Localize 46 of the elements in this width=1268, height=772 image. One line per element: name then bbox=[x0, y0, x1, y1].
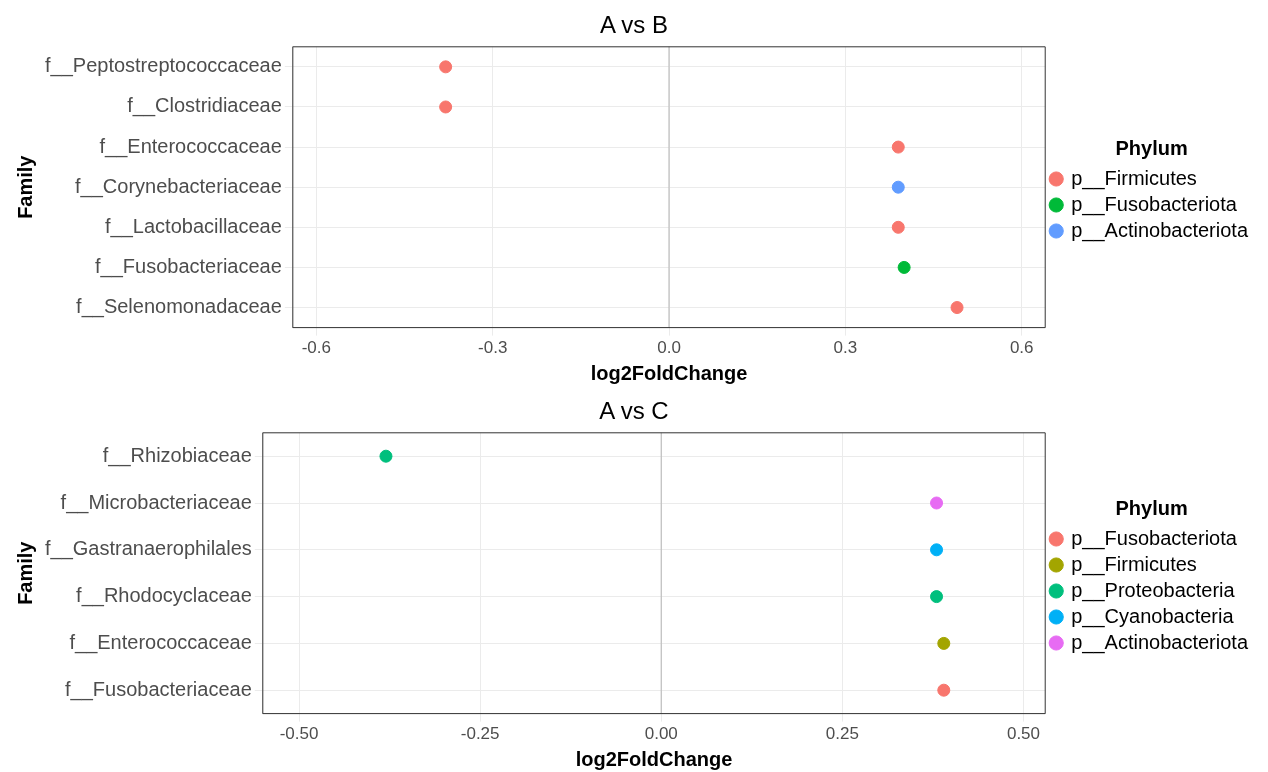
x-tick-label: 0.6 bbox=[1009, 338, 1034, 358]
y-tick-label: f__Fusobacteriaceae bbox=[65, 677, 252, 701]
y-tick-label: f__Gastranaerophilales bbox=[45, 537, 252, 561]
point bbox=[439, 100, 453, 114]
x-tick-label: -0.3 bbox=[478, 338, 508, 358]
x-tick-label: 0.25 bbox=[825, 724, 859, 744]
y-tick-label: f__Microbacteriaceae bbox=[60, 490, 252, 514]
y-tick-label: f__Peptostreptococcaceae bbox=[45, 54, 282, 78]
y-tick-label: f__Rhizobiaceae bbox=[102, 443, 252, 467]
legend-label: p__Fusobacteriota bbox=[1071, 526, 1238, 550]
legend-title: Phylum bbox=[1115, 496, 1188, 519]
y-axis-title: Family bbox=[13, 540, 36, 605]
x-tick-label: -0.6 bbox=[301, 338, 331, 358]
legend-label: p__Firmicutes bbox=[1071, 552, 1197, 576]
y-tick-label: f__Clostridiaceae bbox=[127, 94, 282, 118]
point bbox=[891, 140, 905, 154]
legend-title: Phylum bbox=[1115, 136, 1188, 159]
x-tick-label: -0.25 bbox=[460, 724, 500, 744]
x-tick-label: 0.3 bbox=[833, 338, 858, 358]
point bbox=[891, 180, 905, 194]
y-tick-label: f__Lactobacillaceae bbox=[105, 214, 282, 238]
y-tick-label: f__Corynebacteriaceae bbox=[75, 174, 282, 198]
y-tick-label: f__Rhodocyclaceae bbox=[76, 584, 252, 608]
point bbox=[439, 60, 453, 74]
chart-title: A vs C bbox=[599, 397, 669, 425]
point bbox=[897, 260, 911, 274]
x-tick-label: 0.00 bbox=[644, 724, 678, 744]
legend-label: p__Proteobacteria bbox=[1071, 578, 1236, 602]
point bbox=[950, 301, 964, 315]
x-axis-title: log2FoldChange bbox=[575, 747, 733, 770]
point bbox=[891, 220, 905, 234]
y-tick-label: f__Selenomonadaceae bbox=[76, 295, 282, 319]
legend-label: p__Actinobacteriota bbox=[1071, 630, 1249, 654]
x-tick-label: 0.50 bbox=[1006, 724, 1041, 744]
x-tick-label: 0.0 bbox=[657, 338, 681, 358]
chart-title: A vs B bbox=[599, 11, 669, 39]
x-tick-label: -0.50 bbox=[279, 724, 319, 744]
y-tick-label: f__Enterococcaceae bbox=[99, 134, 282, 158]
y-tick-label: f__Enterococcaceae bbox=[69, 630, 252, 654]
legend-label: p__Cyanobacteria bbox=[1071, 604, 1235, 628]
y-tick-label: f__Fusobacteriaceae bbox=[95, 254, 282, 278]
y-axis-title: Family bbox=[13, 154, 36, 219]
legend-label: p__Firmicutes bbox=[1071, 166, 1197, 190]
x-axis-title: log2FoldChange bbox=[590, 361, 748, 384]
legend-label: p__Actinobacteriota bbox=[1071, 218, 1249, 242]
legend-label: p__Fusobacteriota bbox=[1071, 192, 1238, 216]
